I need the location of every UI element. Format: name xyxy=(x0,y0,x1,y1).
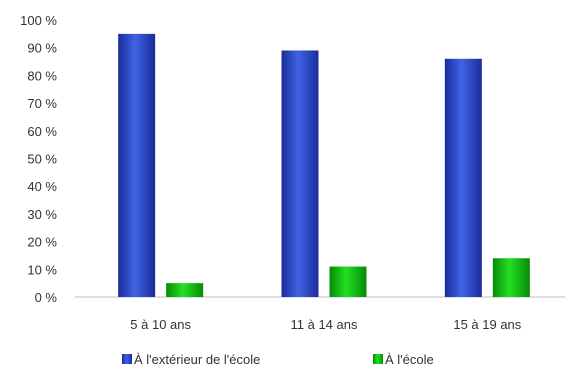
legend: À l'extérieur de l'école À l'école xyxy=(122,352,434,367)
axis-layer: 0 % 10 % 20 % 30 % 40 % 50 % 60 % 70 % 80 % 90 % 1… xyxy=(20,13,565,332)
y-tick-label: 0 % xyxy=(35,290,58,305)
bar-series-0-cat-0 xyxy=(118,33,156,297)
y-tick-label: 20 % xyxy=(27,235,57,250)
legend-swatch-0 xyxy=(122,354,132,364)
y-tick-label: 100 % xyxy=(20,13,57,28)
bars-layer xyxy=(118,33,530,297)
y-tick-label: 70 % xyxy=(27,96,57,111)
y-tick-label: 90 % xyxy=(27,41,57,56)
bar-series-0-cat-2 xyxy=(444,58,482,297)
y-tick-label: 50 % xyxy=(27,152,57,167)
bar-series-1-cat-2 xyxy=(492,258,530,297)
x-tick-label: 5 à 10 ans xyxy=(130,317,191,332)
y-tick-label: 10 % xyxy=(27,262,57,277)
legend-label-1: À l'école xyxy=(385,352,434,367)
legend-swatch-1 xyxy=(373,354,383,364)
x-tick-label: 11 à 14 ans xyxy=(291,317,358,332)
y-tick-label: 60 % xyxy=(27,124,57,139)
legend-label-0: À l'extérieur de l'école xyxy=(134,352,260,367)
bar-series-0-cat-1 xyxy=(281,50,319,297)
y-tick-label: 30 % xyxy=(27,207,57,222)
y-tick-label: 80 % xyxy=(27,68,57,83)
bar-series-1-cat-0 xyxy=(166,283,204,297)
bar-series-1-cat-1 xyxy=(329,266,367,297)
x-tick-label: 15 à 19 ans xyxy=(453,317,521,332)
y-tick-label: 40 % xyxy=(27,179,57,194)
